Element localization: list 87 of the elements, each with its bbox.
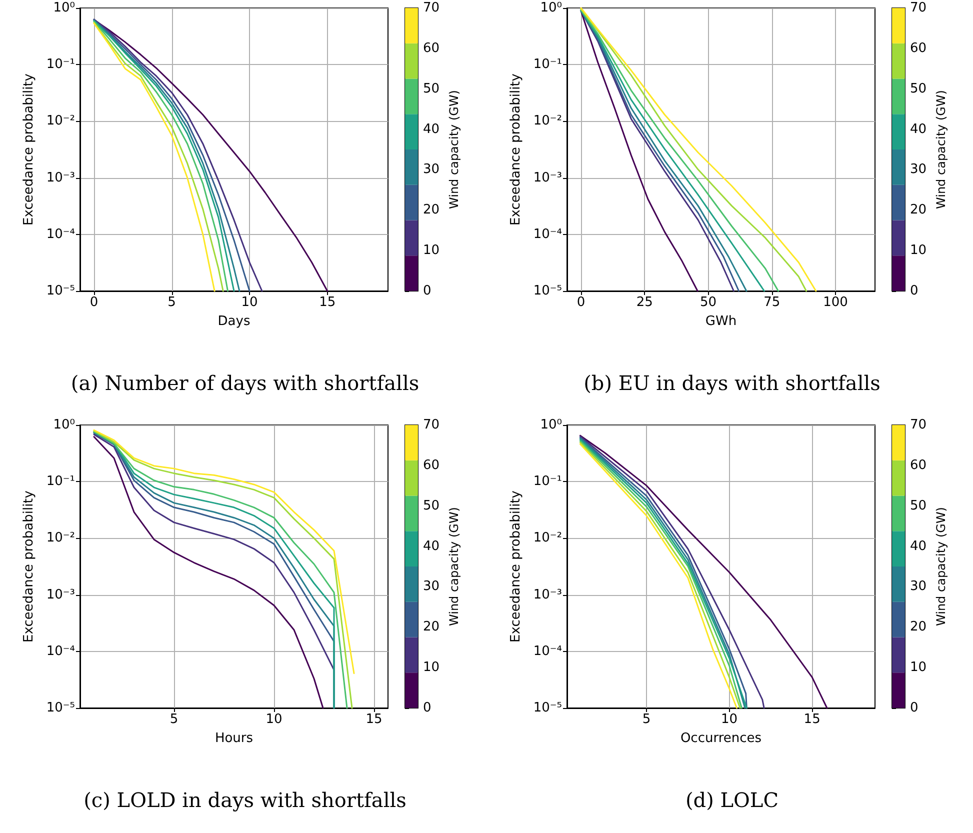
text: (d) LOLC — [685, 788, 779, 812]
y-tick-label: 10⁰ — [540, 418, 562, 432]
x-axis-title: Hours — [214, 731, 254, 746]
y-tick-label: 10⁻¹ — [533, 57, 562, 72]
y-tick-label: 10⁰ — [53, 418, 75, 432]
color-bar-label: 70 — [910, 0, 927, 16]
color-bar-label: 30 — [910, 162, 927, 178]
y-tick-label: 10⁻² — [533, 530, 562, 546]
color-bar-label: 0 — [423, 284, 432, 298]
y-axis-title: Exceedance probability — [508, 490, 524, 642]
x-tick-label: 5 — [168, 295, 176, 310]
text: (c) LOLD in days with shortfalls — [84, 788, 406, 812]
y-axis-title: Exceedance probability — [21, 490, 36, 642]
y-tick-label: 10⁰ — [53, 0, 75, 16]
color-bar-label: 60 — [910, 458, 927, 473]
color-bar-label: 10 — [423, 243, 440, 258]
y-axis-title: Exceedance probability — [21, 73, 36, 226]
color-bar-label: 40 — [423, 122, 440, 137]
color-bar-label: 40 — [910, 538, 927, 554]
y-tick-label: 10⁻¹ — [533, 474, 562, 490]
y-tick-label: 10⁻⁴ — [46, 644, 75, 659]
color-bar-label: 40 — [910, 122, 927, 137]
color-bar-label: 50 — [910, 498, 927, 514]
y-tick-label: 10⁻² — [533, 114, 562, 129]
x-axis-title: GWh — [705, 314, 737, 329]
color-bar-label: 20 — [423, 620, 440, 635]
color-bar-label: 0 — [910, 284, 918, 298]
color-bar-title: Wind capacity (GW) — [934, 507, 948, 626]
y-tick-label: 10⁻⁵ — [46, 284, 75, 298]
x-tick-label: 75 — [764, 295, 780, 310]
y-tick-label: 10⁻⁴ — [533, 226, 562, 242]
color-bar-label: 70 — [423, 418, 440, 432]
y-tick-label: 10⁻³ — [533, 170, 562, 186]
color-bar-label: 40 — [423, 538, 440, 554]
color-bar-title: Wind capacity (GW) — [447, 90, 461, 209]
y-tick-label: 10⁻¹ — [46, 57, 75, 72]
color-bar-label: 70 — [423, 0, 440, 16]
color-bar-label: 0 — [423, 700, 432, 716]
x-tick-label: 15 — [804, 712, 820, 727]
y-tick-label: 10⁰ — [540, 0, 562, 16]
x-tick-label: 0 — [90, 295, 98, 310]
x-tick-label: 10 — [266, 712, 282, 727]
color-bar-label: 20 — [910, 202, 927, 218]
color-bar-label: 10 — [910, 243, 927, 258]
color-bar-label: 70 — [910, 418, 927, 432]
x-tick-label: 10 — [241, 295, 258, 310]
color-bar-label: 10 — [423, 660, 440, 676]
color-bar-label: 10 — [910, 660, 927, 676]
y-tick-label: 10⁻² — [46, 530, 75, 546]
text: (a) Number of days with shortfalls — [70, 371, 420, 395]
color-bar-label: 50 — [423, 81, 440, 96]
text: (b) EU in days with shortfalls — [584, 371, 880, 395]
color-bar-label: 60 — [423, 40, 440, 56]
x-tick-label: 50 — [700, 295, 717, 310]
color-bar-label: 0 — [910, 700, 918, 716]
color-bar-label: 60 — [910, 40, 927, 56]
x-tick-label: 10 — [721, 712, 738, 727]
color-bar-label: 50 — [423, 498, 440, 514]
x-tick-label: 15 — [366, 712, 382, 727]
x-tick-label: 5 — [170, 712, 178, 727]
y-tick-label: 10⁻¹ — [46, 474, 75, 490]
y-tick-label: 10⁻⁵ — [533, 700, 562, 716]
y-tick-label: 10⁻² — [46, 114, 75, 129]
x-axis-title: Occurrences — [680, 731, 762, 746]
color-bar-title: Wind capacity (GW) — [447, 507, 461, 626]
color-bar-label: 60 — [423, 458, 440, 473]
y-tick-label: 10⁻⁴ — [533, 644, 562, 659]
color-bar-label: 20 — [423, 202, 440, 218]
color-bar-label: 30 — [423, 579, 440, 594]
x-axis-title: Days — [218, 314, 250, 329]
y-tick-label: 10⁻⁵ — [533, 284, 562, 298]
x-tick-label: 0 — [576, 295, 586, 310]
color-bar-title: Wind capacity (GW) — [934, 90, 948, 209]
x-tick-label: 5 — [642, 712, 651, 727]
color-bar-label: 20 — [910, 620, 927, 635]
y-axis-title: Exceedance probability — [508, 73, 524, 226]
x-tick-label: 100 — [823, 295, 848, 310]
y-tick-label: 10⁻³ — [46, 170, 75, 186]
color-bar-label: 30 — [423, 162, 440, 178]
color-bar-label: 50 — [910, 81, 927, 96]
y-tick-label: 10⁻⁴ — [46, 226, 75, 242]
x-tick-label: 25 — [636, 295, 653, 310]
color-bar-label: 30 — [910, 579, 927, 594]
y-tick-label: 10⁻³ — [533, 587, 562, 602]
y-tick-label: 10⁻³ — [46, 587, 75, 602]
y-tick-label: 10⁻⁵ — [46, 700, 75, 716]
x-tick-label: 15 — [319, 295, 336, 310]
